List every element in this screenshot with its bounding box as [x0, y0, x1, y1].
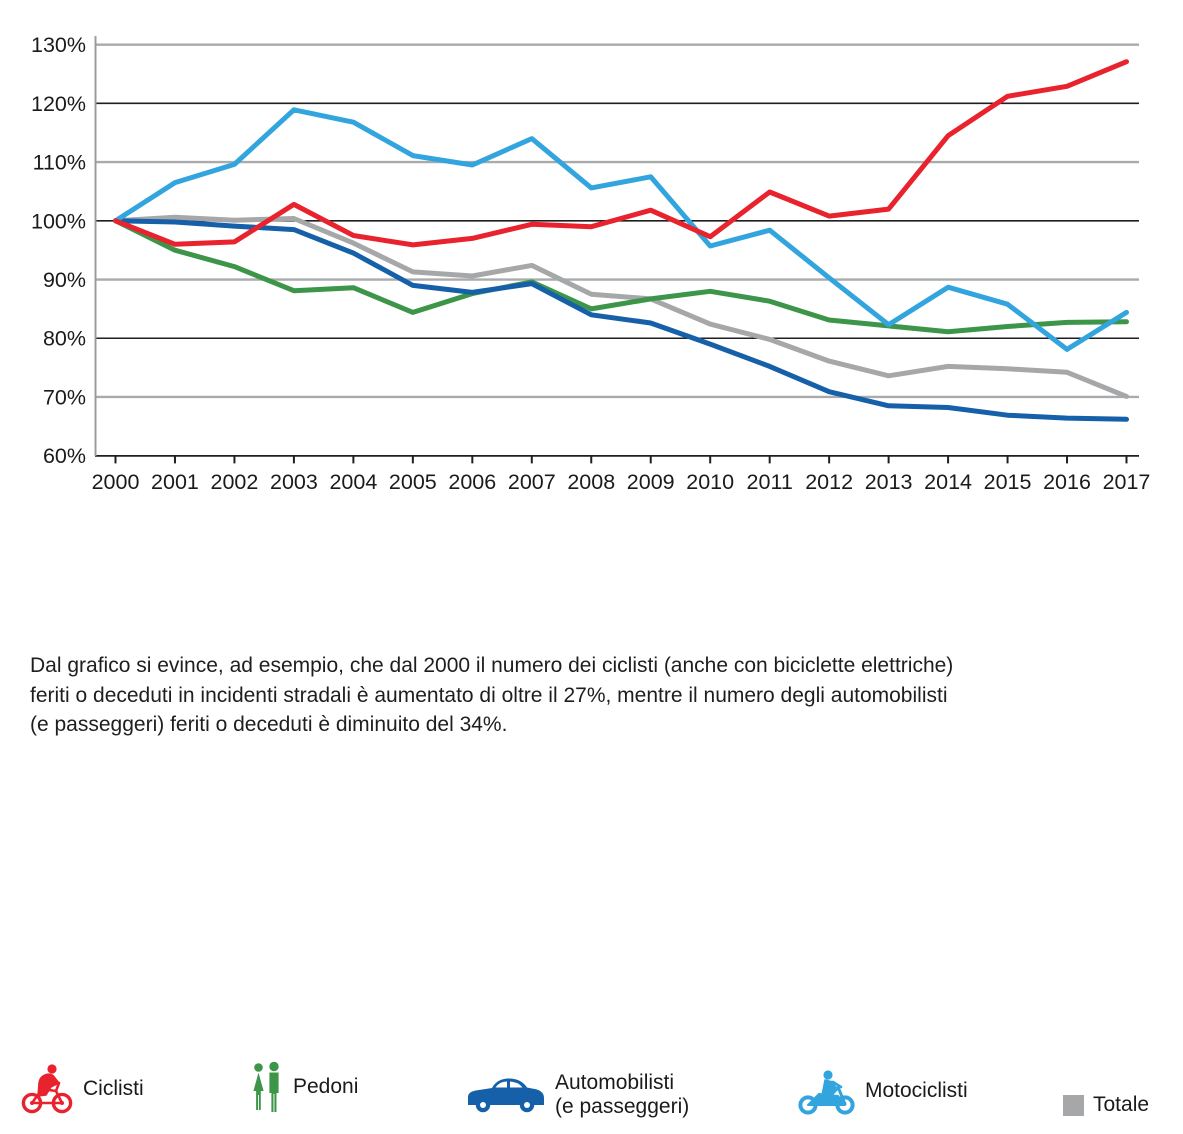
- x-tick-label: 2011: [747, 470, 793, 494]
- legend-label-automobilisti-line1: Automobilisti: [555, 1071, 675, 1094]
- motorcycle-icon: [798, 1070, 855, 1115]
- pedestrians-icon: [253, 1061, 279, 1112]
- y-tick-label: 120%: [31, 92, 86, 116]
- x-tick-label: 2002: [211, 470, 259, 494]
- line-chart-canvas: 130% 120% 110% 100% 90% 80% 70% 60%2000 2001 2002…: [31, 33, 1151, 494]
- injury-trend-chart: 130% 120% 110% 100% 90% 80% 70% 60% 2000 2001 2002…: [0, 0, 1183, 512]
- x-tick-label: 2003: [270, 470, 318, 494]
- y-tick-label: 100%: [31, 209, 86, 233]
- x-tick-label: 2009: [627, 470, 675, 494]
- legend-label-totale: Totale: [1093, 1093, 1150, 1116]
- legend-label-automobilisti: Automobilisti (e passeggeri): [555, 1071, 689, 1119]
- x-tick-label: 2012: [805, 470, 853, 494]
- x-tick-label: 2007: [508, 470, 556, 494]
- chart-caption: Dal grafico si evince, ad esempio, che d…: [30, 654, 954, 736]
- chart-legend: Ciclisti Pedoni Automobi: [0, 528, 1183, 1118]
- cyclist-icon: [21, 1064, 73, 1114]
- x-tick-label: 2014: [924, 470, 972, 494]
- x-tick-label: 2005: [389, 470, 437, 494]
- x-tick-label: 2016: [1043, 470, 1091, 494]
- series-line-automobilisti-e-passeggeri: [113, 218, 1129, 422]
- y-tick-label: 90%: [43, 268, 86, 292]
- legend-label-ciclisti: Ciclisti: [83, 1077, 144, 1100]
- x-tick-label: 2000: [92, 470, 140, 494]
- x-tick-label: 2008: [567, 470, 615, 494]
- series-line-motociclisti: [113, 107, 1129, 352]
- legend-label-automobilisti-line2: (e passeggeri): [555, 1095, 690, 1118]
- y-tick-label: 130%: [31, 33, 86, 57]
- legend-item-pedoni: Pedoni: [250, 1058, 358, 1116]
- y-tick-label: 60%: [43, 444, 86, 468]
- series-line-pedoni: [113, 218, 1129, 335]
- y-tick-label: 80%: [43, 327, 86, 351]
- x-tick-label: 2010: [686, 470, 734, 494]
- legend-item-ciclisti: Ciclisti: [20, 1060, 144, 1118]
- car-icon: [468, 1078, 544, 1113]
- x-tick-label: 2017: [1103, 470, 1151, 494]
- series-line-totale: [113, 214, 1129, 399]
- y-tick-label: 110%: [33, 151, 86, 175]
- x-tick-label: 2006: [448, 470, 496, 494]
- legend-item-totale: Totale: [1063, 1076, 1149, 1134]
- x-tick-label: 2004: [329, 470, 377, 494]
- y-tick-label: 70%: [43, 385, 86, 409]
- legend-item-motociclisti: Motociclisti: [798, 1062, 968, 1120]
- x-tick-label: 2013: [865, 470, 913, 494]
- x-tick-label: 2001: [151, 470, 199, 494]
- total-swatch: [1063, 1094, 1084, 1116]
- x-tick-label: 2015: [984, 470, 1032, 494]
- legend-label-pedoni: Pedoni: [293, 1075, 359, 1098]
- legend-item-automobilisti: Automobilisti (e passeggeri): [466, 1066, 689, 1124]
- series-line-ciclisti: [113, 59, 1129, 248]
- legend-label-motociclisti: Motociclisti: [865, 1079, 968, 1102]
